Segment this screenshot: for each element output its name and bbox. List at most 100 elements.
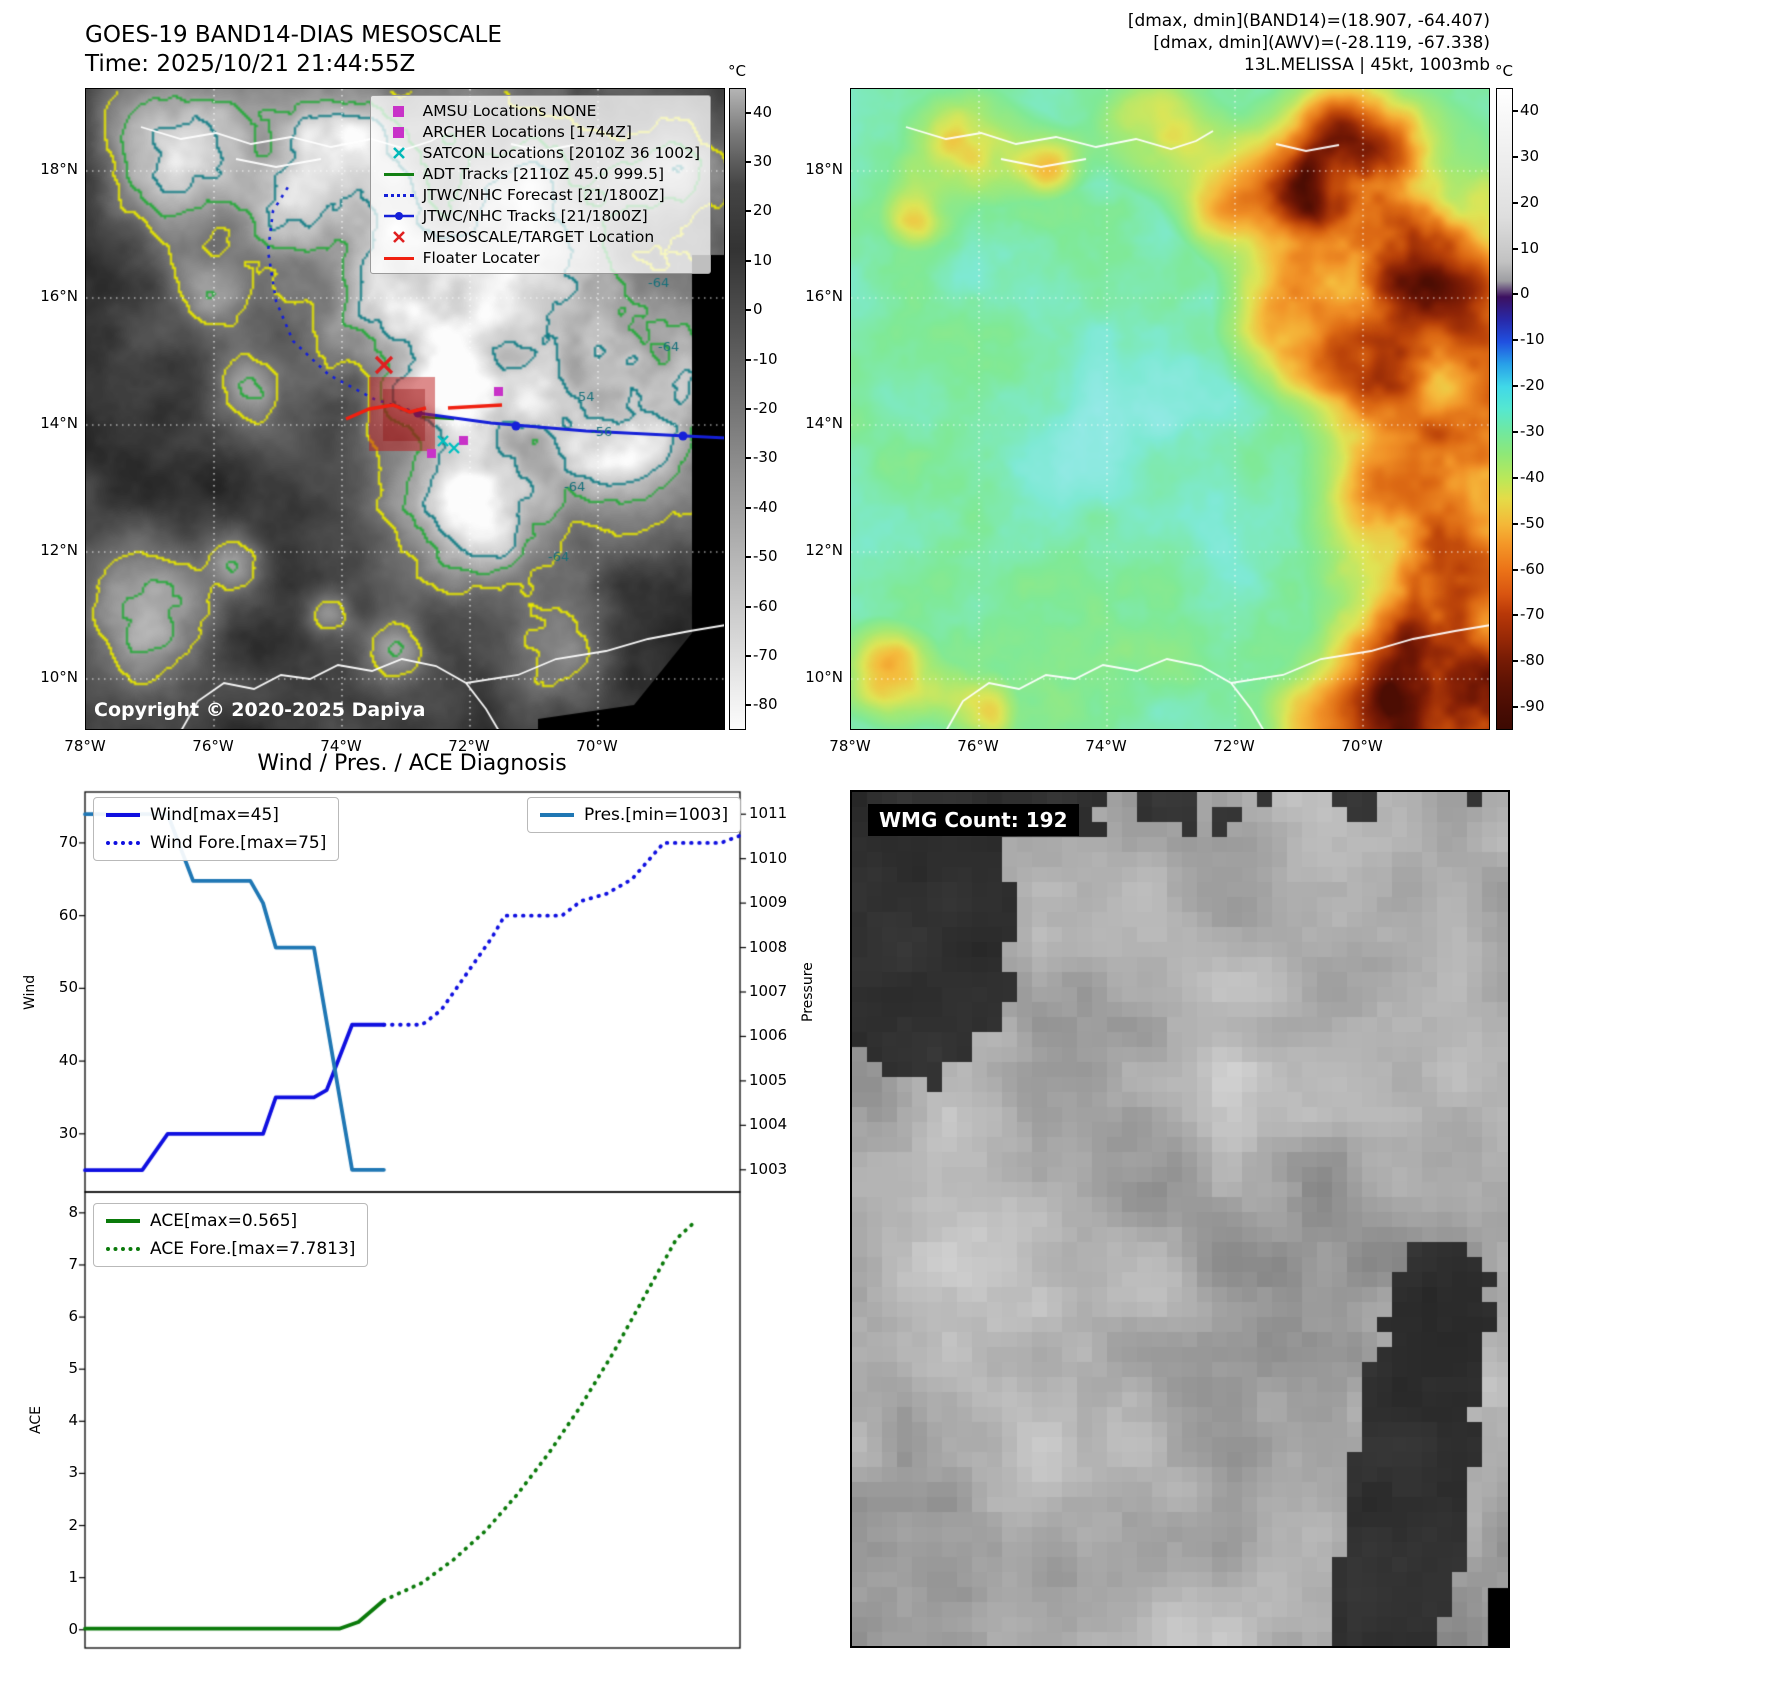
legend-label: Wind Fore.[max=75]	[150, 833, 327, 853]
lat-label: 12°N	[40, 541, 78, 559]
lon-label: 78°W	[64, 737, 106, 755]
line-sample	[106, 1219, 140, 1223]
band14-title: GOES-19 BAND14-DIAS MESOSCALE	[85, 22, 502, 48]
colorbar-tick-label: -90	[1520, 697, 1545, 716]
lon-label: 70°W	[576, 737, 618, 755]
colorbar-tick-mark	[746, 111, 751, 114]
colorbar-tick-mark	[1513, 614, 1518, 617]
colorbar-tick-label: 30	[753, 152, 773, 171]
ytick-label: 40	[58, 1051, 78, 1070]
map-legend-item: ADT Tracks [2110Z 45.0 999.5]	[381, 165, 700, 183]
ytick-label: 1009	[749, 893, 788, 912]
x-marker-icon	[392, 230, 406, 244]
awv-map	[850, 88, 1490, 730]
band14-time: Time: 2025/10/21 21:44:55Z	[85, 51, 416, 77]
lon-label: 72°W	[448, 737, 490, 755]
colorbar-tick-label: -20	[1520, 376, 1545, 395]
band14-map: AMSU Locations NONE ARCHER Locations [174…	[85, 88, 725, 730]
legend-item: Wind[max=45]	[106, 805, 326, 825]
map-legend-label: JTWC/NHC Forecast [21/1800Z]	[422, 186, 665, 204]
ytick-label: 30	[58, 1123, 78, 1142]
colorbar-tick-label: 20	[753, 201, 773, 220]
map-legend-item: JTWC/NHC Tracks [21/1800Z]	[381, 207, 700, 225]
colorbar-tick-mark	[1513, 476, 1518, 479]
line-sample	[106, 813, 140, 817]
map-legend-label: ARCHER Locations [1744Z]	[422, 123, 632, 141]
map-legend-item: MESOSCALE/TARGET Location	[381, 228, 700, 246]
colorbar-tick-mark	[746, 556, 751, 559]
colorbar-tick-mark	[1513, 385, 1518, 388]
colorbar-tick-label: -10	[1520, 330, 1545, 349]
lon-label: 70°W	[1341, 737, 1383, 755]
diagnosis-title: Wind / Pres. / ACE Diagnosis	[257, 751, 567, 776]
x-marker-icon	[392, 146, 406, 160]
lat-label: 14°N	[40, 414, 78, 432]
line-sample-icon	[383, 172, 414, 176]
colorbar-tick-mark	[746, 210, 751, 213]
chart-legend: Pres.[min=1003]	[527, 797, 742, 833]
colorbar-tick-mark	[1513, 430, 1518, 433]
map-legend-label: SATCON Locations [2010Z 36 1002]	[422, 144, 700, 162]
colorbar-tick-mark	[746, 704, 751, 707]
chart-legend: ACE[max=0.565] ACE Fore.[max=7.7813]	[93, 1203, 369, 1267]
colorbar-tick-label: -50	[1520, 513, 1545, 532]
colorbar-tick-mark	[746, 457, 751, 460]
dotted-line-sample	[106, 841, 140, 845]
ytick-label: 2	[68, 1515, 78, 1534]
wmg-canvas	[852, 792, 1508, 1646]
ytick-label: 70	[58, 832, 78, 851]
lat-label: 16°N	[805, 287, 843, 305]
map-legend-item: Floater Locater	[381, 249, 700, 267]
ytick-label: 5	[68, 1359, 78, 1378]
colorbar-tick-label: -30	[753, 448, 778, 467]
colorbar-tick-mark	[746, 654, 751, 657]
ytick-label: 0	[68, 1619, 78, 1638]
lon-label: 72°W	[1213, 737, 1255, 755]
colorbar-tick-label: -80	[753, 695, 778, 714]
colorbar-tick-label: -60	[753, 596, 778, 615]
lat-label: 16°N	[40, 287, 78, 305]
colorbar-tick-label: 40	[753, 102, 773, 121]
colorbar-tick-mark	[1513, 706, 1518, 709]
map-legend-item: ARCHER Locations [1744Z]	[381, 123, 700, 141]
pressure-axis-label: Pressure	[800, 962, 816, 1022]
ytick-label: 1003	[749, 1159, 788, 1178]
legend-item: Pres.[min=1003]	[540, 805, 728, 825]
copyright-text: Copyright © 2020-2025 Dapiya	[94, 699, 426, 721]
colorbar-tick-mark	[746, 259, 751, 262]
chart-legend: Wind[max=45] Wind Fore.[max=75]	[93, 797, 340, 861]
map-legend-label: ADT Tracks [2110Z 45.0 999.5]	[422, 165, 665, 183]
colorbar-tick-label: -60	[1520, 559, 1545, 578]
wmg-panel: WMG Count: 192	[850, 790, 1510, 1648]
colorbar-tick-mark	[746, 358, 751, 361]
colorbar-tick-label: 0	[753, 300, 763, 319]
colorbar-tick-label: 30	[1520, 146, 1540, 165]
colorbar-tick-mark	[746, 506, 751, 509]
map-legend-item: JTWC/NHC Forecast [21/1800Z]	[381, 186, 700, 204]
legend-item: ACE Fore.[max=7.7813]	[106, 1239, 355, 1259]
map-legend-item: SATCON Locations [2010Z 36 1002]	[381, 144, 700, 162]
ytick-label: 1007	[749, 982, 788, 1000]
lat-label: 14°N	[805, 414, 843, 432]
colorbar-tick-mark	[1513, 201, 1518, 204]
awv-colorbar-unit: °C	[1495, 62, 1513, 80]
map-legend-label: JTWC/NHC Tracks [21/1800Z]	[422, 207, 648, 225]
square-marker-icon	[393, 126, 405, 138]
ytick-label: 1008	[749, 937, 788, 956]
awv-header-storm: 13L.MELISSA | 45kt, 1003mb	[1243, 55, 1490, 75]
lat-label: 12°N	[805, 541, 843, 559]
map-legend-label: AMSU Locations NONE	[422, 102, 597, 120]
ytick-label: 3	[68, 1463, 78, 1482]
legend-label: ACE[max=0.565]	[150, 1211, 298, 1231]
colorbar-tick-label: -30	[1520, 421, 1545, 440]
colorbar-tick-label: -70	[1520, 605, 1545, 624]
ytick-label: 60	[58, 905, 78, 924]
band14-legend: AMSU Locations NONE ARCHER Locations [174…	[369, 95, 711, 274]
dotted-line-sample-icon	[383, 193, 414, 197]
ytick-label: 4	[68, 1411, 78, 1430]
colorbar-tick-mark	[1513, 155, 1518, 158]
legend-label: Wind[max=45]	[150, 805, 279, 825]
colorbar-tick-label: -80	[1520, 651, 1545, 670]
band14-colorbar-unit: °C	[728, 62, 746, 80]
colorbar-tick-mark	[1513, 247, 1518, 250]
